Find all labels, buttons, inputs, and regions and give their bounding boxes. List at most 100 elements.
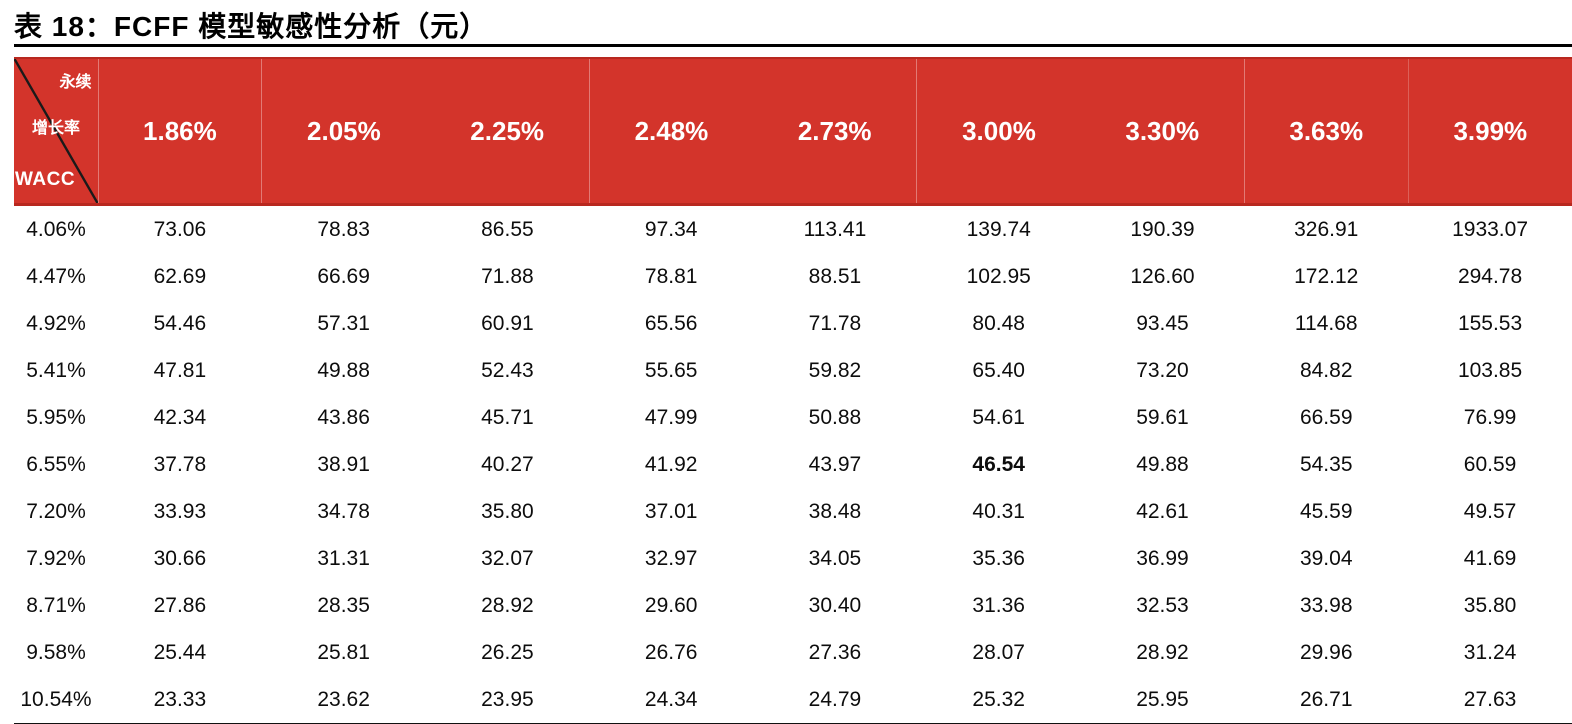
value-cell: 40.27 xyxy=(425,441,590,488)
value-cell: 326.91 xyxy=(1244,204,1409,253)
wacc-row-label: 7.92% xyxy=(14,535,98,582)
value-cell: 34.78 xyxy=(261,488,426,535)
value-cell: 38.91 xyxy=(261,441,426,488)
value-cell: 23.33 xyxy=(98,676,262,724)
value-cell: 60.91 xyxy=(425,300,590,347)
value-cell: 49.57 xyxy=(1408,488,1572,535)
value-cell: 35.80 xyxy=(425,488,590,535)
table-row: 4.47% 62.69 66.69 71.88 78.81 88.51 102.95 126.… xyxy=(14,253,1572,300)
value-cell: 28.07 xyxy=(916,629,1081,676)
value-cell: 113.41 xyxy=(753,204,917,253)
value-cell: 23.62 xyxy=(261,676,426,724)
value-cell: 26.71 xyxy=(1244,676,1409,724)
value-cell: 65.40 xyxy=(916,347,1081,394)
value-cell: 54.35 xyxy=(1244,441,1409,488)
value-cell: 31.24 xyxy=(1408,629,1572,676)
value-cell: 25.44 xyxy=(98,629,262,676)
growth-rate-header: 3.00% xyxy=(916,57,1081,206)
value-cell: 54.46 xyxy=(98,300,262,347)
table-row: 6.55% 37.78 38.91 40.27 41.92 43.97 46.54 49.88… xyxy=(14,441,1572,488)
value-cell: 30.40 xyxy=(753,582,917,629)
wacc-row-label: 9.58% xyxy=(14,629,98,676)
value-cell: 37.01 xyxy=(589,488,754,535)
wacc-row-label: 5.95% xyxy=(14,394,98,441)
table-row: 7.20% 33.93 34.78 35.80 37.01 38.48 40.31 42.61… xyxy=(14,488,1572,535)
value-cell: 28.35 xyxy=(261,582,426,629)
value-cell: 97.34 xyxy=(589,204,754,253)
value-cell: 45.59 xyxy=(1244,488,1409,535)
value-cell: 55.65 xyxy=(589,347,754,394)
value-cell: 42.61 xyxy=(1080,488,1245,535)
value-cell: 46.54 xyxy=(916,441,1081,488)
value-cell: 78.81 xyxy=(589,253,754,300)
value-cell: 155.53 xyxy=(1408,300,1572,347)
wacc-row-label: 10.54% xyxy=(14,676,98,724)
value-cell: 114.68 xyxy=(1244,300,1409,347)
value-cell: 73.20 xyxy=(1080,347,1245,394)
value-cell: 33.98 xyxy=(1244,582,1409,629)
value-cell: 43.86 xyxy=(261,394,426,441)
value-cell: 62.69 xyxy=(98,253,262,300)
value-cell: 49.88 xyxy=(261,347,426,394)
growth-rate-header: 3.63% xyxy=(1244,57,1409,206)
table-title: 表 18：FCFF 模型敏感性分析（元） xyxy=(14,11,489,42)
wacc-row-label: 4.92% xyxy=(14,300,98,347)
value-cell: 57.31 xyxy=(261,300,426,347)
corner-cell: 永续 增长率 WACC xyxy=(14,57,99,206)
value-cell: 66.69 xyxy=(261,253,426,300)
value-cell: 36.99 xyxy=(1080,535,1245,582)
value-cell: 47.99 xyxy=(589,394,754,441)
value-cell: 25.81 xyxy=(261,629,426,676)
value-cell: 76.99 xyxy=(1408,394,1572,441)
wacc-row-label: 7.20% xyxy=(14,488,98,535)
value-cell: 139.74 xyxy=(916,204,1081,253)
value-cell: 47.81 xyxy=(98,347,262,394)
value-cell: 35.36 xyxy=(916,535,1081,582)
value-cell: 27.86 xyxy=(98,582,262,629)
value-cell: 42.34 xyxy=(98,394,262,441)
title-divider xyxy=(14,44,1572,47)
value-cell: 28.92 xyxy=(1080,629,1245,676)
value-cell: 88.51 xyxy=(753,253,917,300)
value-cell: 54.61 xyxy=(916,394,1081,441)
value-cell: 39.04 xyxy=(1244,535,1409,582)
value-cell: 60.59 xyxy=(1408,441,1572,488)
value-cell: 24.34 xyxy=(589,676,754,724)
value-cell: 52.43 xyxy=(425,347,590,394)
value-cell: 41.92 xyxy=(589,441,754,488)
table-row: 10.54% 23.33 23.62 23.95 24.34 24.79 25.32 25.9… xyxy=(14,676,1572,724)
value-cell: 26.76 xyxy=(589,629,754,676)
value-cell: 29.60 xyxy=(589,582,754,629)
value-cell: 102.95 xyxy=(916,253,1081,300)
wacc-row-label: 4.06% xyxy=(14,204,98,253)
value-cell: 71.78 xyxy=(753,300,917,347)
wacc-row-label: 8.71% xyxy=(14,582,98,629)
wacc-row-label: 4.47% xyxy=(14,253,98,300)
growth-rate-header: 2.05% xyxy=(261,57,426,206)
value-cell: 37.78 xyxy=(98,441,262,488)
value-cell: 23.95 xyxy=(425,676,590,724)
value-cell: 45.71 xyxy=(425,394,590,441)
value-cell: 78.83 xyxy=(261,204,426,253)
growth-rate-header: 2.48% xyxy=(589,57,754,206)
value-cell: 32.97 xyxy=(589,535,754,582)
value-cell: 103.85 xyxy=(1408,347,1572,394)
value-cell: 30.66 xyxy=(98,535,262,582)
table-row: 8.71% 27.86 28.35 28.92 29.60 30.40 31.36 32.53… xyxy=(14,582,1572,629)
value-cell: 31.36 xyxy=(916,582,1081,629)
growth-rate-header: 2.73% xyxy=(753,57,918,206)
table-row: 5.41% 47.81 49.88 52.43 55.65 59.82 65.40 73.20… xyxy=(14,347,1572,394)
value-cell: 34.05 xyxy=(753,535,917,582)
value-cell: 59.82 xyxy=(753,347,917,394)
value-cell: 172.12 xyxy=(1244,253,1409,300)
value-cell: 32.07 xyxy=(425,535,590,582)
value-cell: 27.63 xyxy=(1408,676,1572,724)
value-cell: 24.79 xyxy=(753,676,917,724)
value-cell: 49.88 xyxy=(1080,441,1245,488)
value-cell: 66.59 xyxy=(1244,394,1409,441)
value-cell: 43.97 xyxy=(753,441,917,488)
corner-label-perpetual: 永续 xyxy=(59,74,92,91)
growth-rate-header: 3.30% xyxy=(1080,57,1245,206)
value-cell: 93.45 xyxy=(1080,300,1245,347)
